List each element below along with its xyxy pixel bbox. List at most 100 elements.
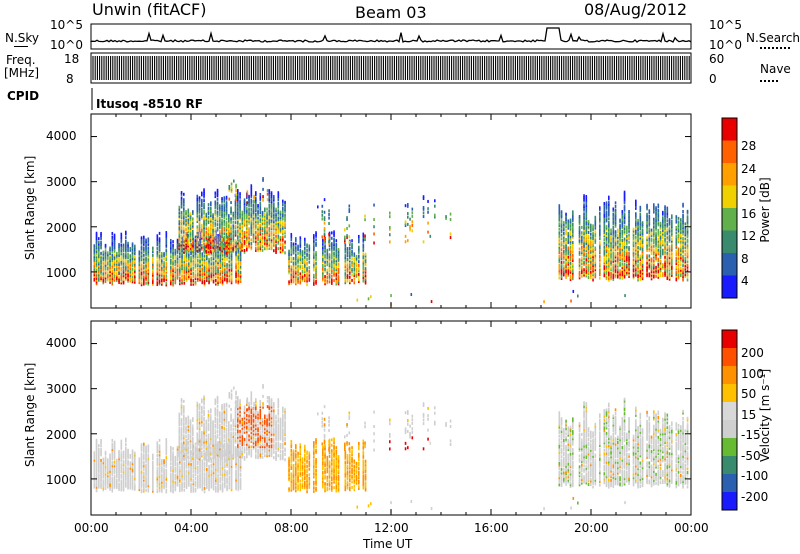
power-cell (326, 256, 329, 260)
power-cell (587, 250, 590, 254)
power-cell (268, 205, 271, 209)
power-cell (210, 235, 212, 239)
power-cell (215, 266, 217, 270)
power-cell (569, 267, 572, 271)
power-cell (95, 251, 98, 255)
power-cell (109, 251, 111, 255)
power-cell (138, 275, 141, 279)
power-cell (364, 276, 367, 280)
power-cell (639, 207, 642, 211)
power-cell (592, 278, 594, 282)
power-cell (270, 241, 273, 245)
power-cell (583, 248, 585, 252)
power-cell (578, 222, 581, 226)
power-cell (664, 243, 666, 247)
power-cell (104, 279, 107, 283)
power-cell (666, 267, 669, 271)
power-cell (203, 215, 205, 219)
power-cell (172, 256, 174, 260)
power-cell (677, 225, 680, 229)
power-cell (237, 250, 240, 254)
power-cell (306, 283, 308, 287)
power-cell (125, 252, 127, 256)
power-cell (583, 208, 585, 212)
power-cell (328, 265, 331, 269)
power-cell (235, 256, 237, 260)
power-cell (657, 268, 660, 272)
power-cell (680, 247, 682, 251)
power-cell (228, 263, 231, 267)
power-cell (187, 221, 190, 225)
power-cell (185, 247, 187, 251)
power-cell (422, 195, 425, 199)
power-cell (203, 279, 206, 283)
power-cell (333, 237, 335, 241)
power-cell (578, 276, 581, 280)
power-cell (253, 200, 255, 204)
power-cell (217, 257, 219, 261)
power-cell (290, 272, 293, 276)
power-cell (230, 217, 232, 221)
power-cell (131, 269, 134, 273)
power-cell (653, 270, 655, 274)
power-cell (138, 263, 141, 267)
power-cell (335, 255, 338, 259)
power-cell (257, 236, 259, 240)
power-cell (275, 236, 277, 240)
power-cell (198, 219, 201, 223)
power-cell (248, 218, 250, 222)
power-cell (599, 235, 601, 239)
power-cell (565, 216, 567, 220)
power-cell (232, 231, 235, 235)
power-cell (183, 248, 185, 252)
power-cell (322, 274, 324, 278)
power-cell (257, 216, 259, 220)
power-cell (246, 203, 248, 207)
power-cell (232, 233, 235, 237)
power-cell (250, 216, 253, 220)
power-cell (333, 271, 335, 275)
power-cell (639, 241, 642, 245)
power-cell (563, 251, 565, 255)
power-cell (659, 245, 662, 249)
power-cell (109, 248, 111, 252)
power-cell (646, 229, 648, 233)
power-cell (659, 221, 662, 225)
power-cell (239, 278, 242, 282)
power-cell (93, 255, 96, 259)
power-cell (190, 257, 192, 261)
power-cell (659, 252, 662, 256)
power-cell (120, 256, 123, 260)
power-cell (617, 237, 619, 241)
power-cell (145, 281, 147, 285)
power-cell (270, 191, 273, 195)
power-cell (93, 273, 96, 277)
power-cell (659, 232, 662, 236)
power-cell (273, 241, 275, 245)
power-cell (628, 267, 630, 271)
power-cell (621, 229, 624, 233)
power-cell (635, 268, 637, 272)
power-cell (268, 216, 271, 220)
power-cell (558, 234, 561, 238)
power-cell (192, 217, 194, 221)
power-cell (335, 282, 338, 286)
power-cell (349, 259, 351, 263)
power-cell (411, 211, 414, 215)
power-cell (207, 226, 210, 230)
power-cell (358, 267, 360, 271)
power-cell (192, 239, 194, 243)
power-cell (250, 209, 253, 213)
power-cell (214, 229, 217, 233)
power-cell (116, 271, 118, 275)
power-cell (614, 264, 617, 268)
power-cell (592, 265, 594, 269)
power-cell (212, 260, 215, 264)
power-cell (677, 236, 680, 240)
power-cell (680, 256, 682, 260)
power-cell (100, 255, 102, 259)
power-cell (560, 215, 563, 219)
power-cell (612, 241, 615, 245)
power-cell (192, 282, 195, 286)
power-cell (614, 231, 617, 235)
